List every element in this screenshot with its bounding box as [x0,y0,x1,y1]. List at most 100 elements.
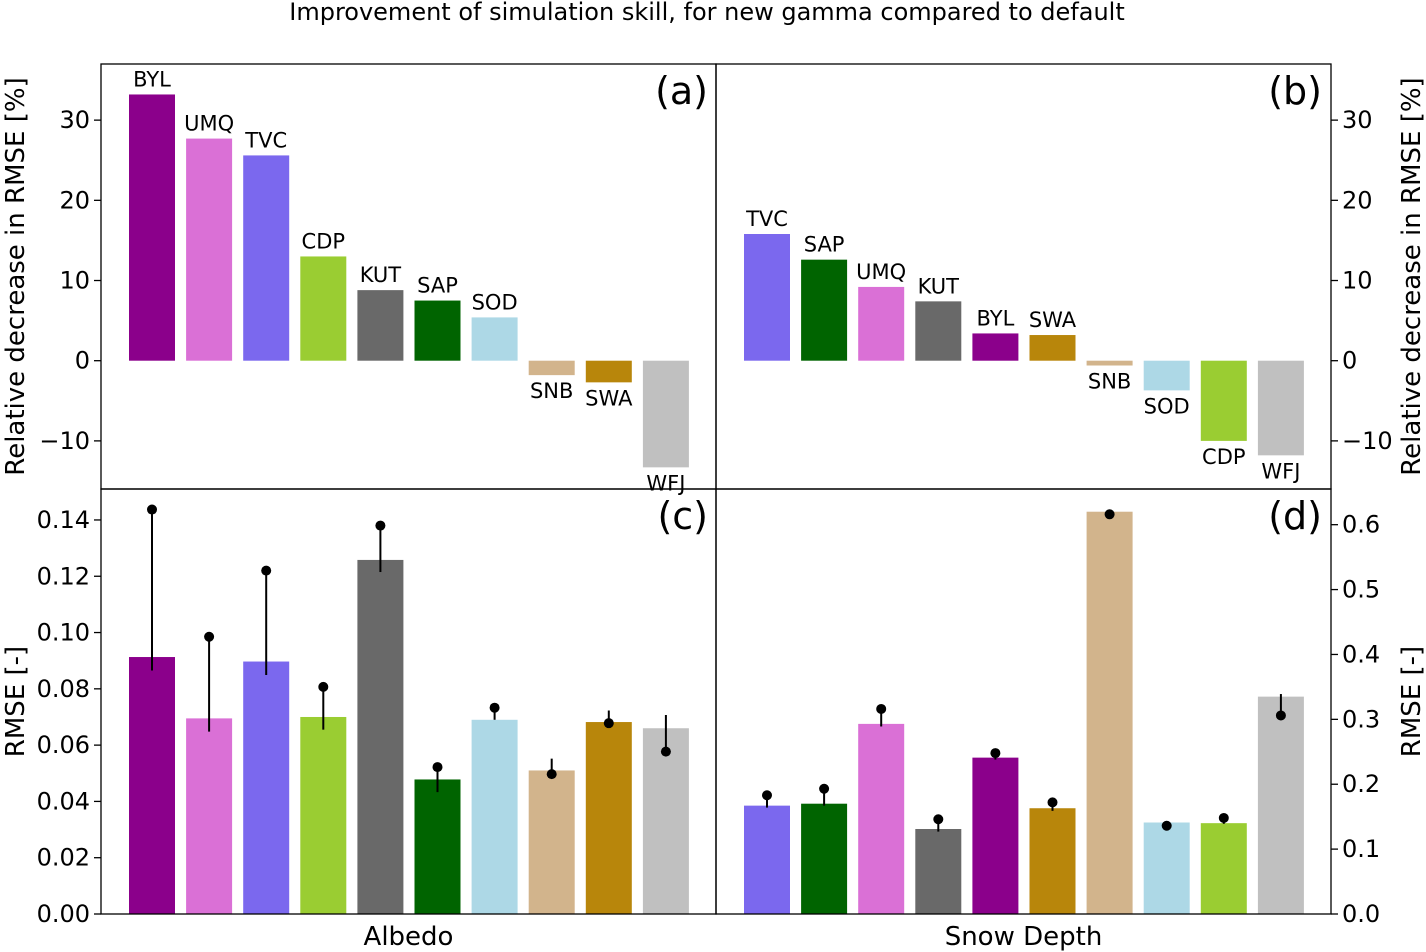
panel-b-bar-tvc [744,234,790,361]
panel-d-ytick-label: 0.1 [1342,835,1380,863]
panel-b-bar-sod [1143,360,1190,391]
panel-b-ylabel: Relative decrease in RMSE [%] [1397,77,1426,475]
panel-d-bar-wfj [1257,696,1304,914]
panel-c-bar-sod [471,719,518,914]
panel-a-label-snb: SNB [530,379,573,403]
panel-d-bar-cdp [1200,823,1247,914]
panel-b-bar-kut [915,301,962,361]
panel-c-ytick-label: 0.14 [37,506,90,534]
axes-layer [94,63,1338,915]
panel-a-label-kut: KUT [360,263,402,287]
panel-c-dot-snb [546,769,557,780]
panel-b-ytick-label: 0 [1342,347,1357,375]
figure-title: Improvement of simulation skill, for new… [289,0,1124,26]
panel-d-dot-cdp [1218,812,1229,823]
panel-c-dot-sap [432,762,443,773]
panel-a-label-tvc: TVC [244,128,287,152]
panel-d-dot-snb [1104,509,1115,520]
panel-a-tag: (a) [655,69,708,113]
panel-d-dot-tvc [762,790,772,801]
panel-b-bar-byl [972,333,1019,361]
panel-d-ytick-label: 0.3 [1342,705,1380,733]
panel-b-label-kut: KUT [918,274,960,298]
panel-a-ytick-label: 30 [59,106,90,134]
panel-a-bar-cdp [300,256,347,361]
panel-c-ytick-label: 0.08 [37,675,90,703]
panel-d-xlabel: Snow Depth [945,922,1103,952]
panel-c-bar-cdp [300,716,347,914]
panel-c-bar-snb [528,770,575,914]
panel-c-bar-wfj [642,728,689,914]
panel-b-label-snb: SNB [1088,370,1131,394]
panel-d-frame [715,488,1332,915]
panel-c-dot-cdp [318,681,329,692]
panel-b-label-wfj: WFJ [1261,459,1300,483]
panel-b-label-cdp: CDP [1202,445,1246,469]
panel-b-tag: (b) [1268,69,1322,113]
panel-d-bar-snb [1086,511,1133,914]
panel-b-ytick-label: 10 [1342,267,1373,295]
panel-b-label-sod: SOD [1144,394,1190,418]
panel-c-bar-swa [585,722,632,914]
panel-a-ytick-label: −10 [39,427,90,455]
panel-a-bar-swa [585,360,632,383]
panel-b-bar-umq [858,286,905,361]
panel-b-bar-sap [801,259,848,361]
panel-b-label-sap: SAP [804,233,845,257]
panel-b-bar-wfj [1257,360,1304,456]
panel-c-dot-kut [375,520,386,531]
panel-a-label-swa: SWA [585,386,633,410]
panel-a-label-umq: UMQ [184,112,234,136]
panel-d-bar-umq [858,723,905,914]
panel-b-ytick-label: 30 [1342,106,1373,134]
panel-c-xlabel: Albedo [364,922,454,952]
panel-d-bar-tvc [744,805,790,914]
panel-b-label-tvc: TVC [745,207,788,231]
panel-a-bar-byl [129,94,175,361]
panel-a-label-sod: SOD [472,290,518,314]
panel-d-ytick-label: 0.5 [1342,576,1380,604]
panel-c-ytick-label: 0.02 [37,844,90,872]
panel-c-dot-sod [489,702,500,713]
panel-d-ylabel: RMSE [-] [1397,646,1426,757]
panel-b-bar-cdp [1200,360,1247,441]
panel-d-ytick-label: 0.4 [1342,640,1380,668]
panel-d-bar-sap [801,803,848,914]
panel-c-ylabel: RMSE [-] [1,646,31,757]
panel-d-tag: (d) [1268,494,1322,538]
panel-d-bar-byl [972,757,1019,914]
panel-c-bar-umq [186,718,233,914]
panel-d-ytick-label: 0.6 [1342,511,1380,539]
panel-c-dot-byl [147,504,157,515]
panel-c-bar-byl [129,657,175,914]
panel-a-ytick-label: 0 [75,347,90,375]
panel-a-ytick-label: 20 [59,186,90,214]
panel-b-ytick-label: 20 [1342,186,1373,214]
panel-c-dot-umq [204,631,215,642]
panel-d-dot-umq [876,703,887,714]
panel-d-dot-sod [1161,820,1172,831]
panel-c-dot-swa [603,718,614,729]
bars-layer [129,94,1304,914]
panel-a-bar-snb [528,360,575,376]
panel-a-bar-umq [186,138,233,361]
panel-a-label-wfj: WFJ [646,471,685,495]
panel-c-dot-wfj [660,746,671,757]
panel-a-label-byl: BYL [133,67,171,91]
panel-b-bar-swa [1029,335,1076,361]
panel-a-bar-kut [357,290,404,361]
panel-d-dot-wfj [1275,710,1286,721]
panel-d-bar-swa [1029,808,1076,914]
panel-d-bar-kut [915,829,962,914]
panel-c-dot-tvc [261,565,272,576]
panel-b-label-byl: BYL [977,306,1015,330]
panel-a-bar-wfj [642,360,689,468]
panel-a-ytick-label: 10 [59,267,90,295]
panel-a-ylabel: Relative decrease in RMSE [%] [1,77,31,475]
panel-c-bar-sap [414,779,461,914]
panel-c-tag: (c) [657,494,708,538]
panel-d-dot-kut [933,814,944,825]
text-layer: BYL UMQ TVC CDP KUT SAP SOD SNB SWA WFJ (a) −10 0 10 2… [1,67,1426,952]
panel-a-label-sap: SAP [417,274,458,298]
